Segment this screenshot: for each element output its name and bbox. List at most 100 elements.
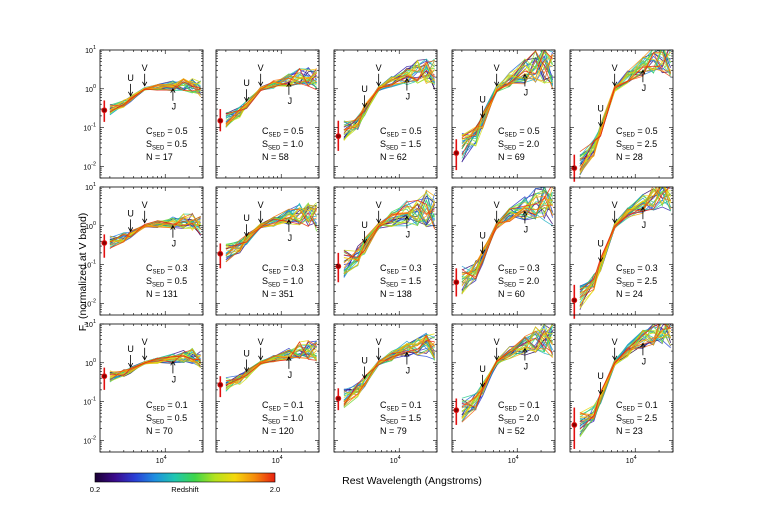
n-count-label: N = 70 bbox=[146, 426, 173, 436]
colorbar-bar bbox=[94, 472, 276, 483]
band-label-u: U bbox=[361, 220, 368, 230]
sed-curves bbox=[343, 332, 435, 409]
band-marker-v: V bbox=[142, 200, 148, 224]
y-axis-label-text: Fν (normalized at V band) bbox=[77, 213, 90, 332]
sed-curve bbox=[343, 61, 435, 128]
panel-frame bbox=[215, 186, 320, 316]
band-label-v: V bbox=[376, 337, 382, 347]
sed-curves bbox=[579, 50, 671, 176]
sed-curve bbox=[461, 187, 552, 280]
band-label-u: U bbox=[361, 355, 368, 365]
band-marker-j: J bbox=[286, 356, 292, 380]
sed-curve bbox=[461, 329, 553, 417]
s-sed-label: SSED = 2.5 bbox=[616, 139, 657, 152]
band-label-j: J bbox=[172, 374, 177, 384]
sed-curves bbox=[109, 78, 201, 116]
band-label-u: U bbox=[127, 344, 134, 354]
s-sed-label: SSED = 2.0 bbox=[498, 139, 539, 152]
uv-data-point bbox=[335, 133, 342, 140]
colorbar-min-label: 0.2 bbox=[90, 485, 100, 494]
band-label-u: U bbox=[479, 95, 486, 105]
n-count-label: N = 28 bbox=[616, 152, 643, 162]
sed-curve bbox=[343, 205, 435, 264]
y-tick-label: 10-1 bbox=[83, 260, 96, 270]
sed-curve bbox=[343, 189, 435, 275]
band-marker-j: J bbox=[170, 224, 176, 249]
sed-curve bbox=[225, 341, 317, 386]
band-label-u: U bbox=[243, 348, 250, 358]
sed-curve bbox=[109, 84, 201, 107]
panel-frame bbox=[451, 186, 556, 316]
band-marker-u: U bbox=[127, 73, 134, 97]
band-label-j: J bbox=[642, 356, 647, 366]
band-label-u: U bbox=[597, 371, 604, 381]
sed-curve bbox=[109, 216, 201, 249]
uv-data-point bbox=[217, 117, 224, 124]
c-sed-label: CSED = 0.5 bbox=[616, 126, 658, 139]
band-label-j: J bbox=[642, 83, 647, 93]
c-sed-label: CSED = 0.5 bbox=[380, 126, 422, 139]
band-marker-u: U bbox=[597, 239, 604, 263]
sed-curve bbox=[343, 70, 435, 134]
y-tick-label: 101 bbox=[85, 319, 96, 329]
band-label-j: J bbox=[524, 87, 529, 97]
colorbar-title: Redshift bbox=[171, 485, 199, 494]
band-marker-u: U bbox=[243, 78, 250, 103]
sed-curve bbox=[461, 324, 553, 399]
band-marker-j: J bbox=[286, 219, 293, 243]
band-marker-u: U bbox=[243, 213, 250, 238]
sed-curve bbox=[225, 207, 317, 252]
sed-curve bbox=[343, 192, 435, 252]
sed-curve bbox=[343, 206, 435, 274]
sed-curve bbox=[109, 213, 201, 243]
sed-curves bbox=[225, 202, 317, 263]
sed-curve bbox=[461, 50, 553, 147]
sed-curve bbox=[343, 334, 435, 404]
panel-frame bbox=[99, 186, 204, 316]
sed-curve bbox=[343, 60, 435, 131]
sed-curves bbox=[225, 67, 317, 128]
c-sed-label: CSED = 0.3 bbox=[146, 263, 188, 276]
s-sed-label: SSED = 2.0 bbox=[498, 413, 539, 426]
band-label-u: U bbox=[361, 84, 368, 94]
s-sed-label: SSED = 0.5 bbox=[146, 413, 187, 426]
sed-curves bbox=[109, 347, 201, 383]
sed-curves bbox=[579, 187, 671, 311]
s-sed-label: SSED = 1.0 bbox=[262, 413, 303, 426]
sed-curve bbox=[461, 195, 553, 278]
x-axis-label: Rest Wavelength (Angstroms) bbox=[342, 475, 482, 487]
sed-curve bbox=[343, 199, 435, 258]
n-count-label: N = 23 bbox=[616, 426, 643, 436]
band-marker-u: U bbox=[127, 208, 134, 233]
uv-data-point bbox=[571, 297, 578, 304]
sed-curve bbox=[461, 328, 553, 418]
panel-frame bbox=[99, 323, 204, 453]
y-tick-label: 10-1 bbox=[83, 123, 96, 133]
band-label-j: J bbox=[172, 102, 177, 112]
panel-frame bbox=[569, 49, 674, 179]
uv-data-point bbox=[217, 381, 224, 388]
n-count-label: N = 60 bbox=[498, 289, 525, 299]
y-tick-label: 10-2 bbox=[83, 435, 96, 445]
sed-curve bbox=[109, 355, 201, 376]
sed-curve bbox=[579, 187, 671, 291]
band-label-j: J bbox=[288, 233, 293, 243]
c-sed-label: CSED = 0.1 bbox=[616, 400, 658, 413]
y-axis-label: Fν (normalized at V band) bbox=[77, 213, 90, 332]
y-tick-label: 101 bbox=[85, 182, 96, 192]
band-marker-j: J bbox=[170, 360, 177, 384]
sed-curve bbox=[225, 71, 317, 125]
n-count-label: N = 138 bbox=[380, 289, 412, 299]
band-label-v: V bbox=[376, 63, 382, 73]
band-marker-j: J bbox=[522, 73, 529, 97]
x-tick-label: 104 bbox=[390, 455, 401, 465]
s-sed-label: SSED = 2.5 bbox=[616, 276, 657, 289]
sed-curve bbox=[109, 81, 201, 113]
c-sed-label: CSED = 0.3 bbox=[498, 263, 540, 276]
sed-curve bbox=[461, 195, 553, 287]
